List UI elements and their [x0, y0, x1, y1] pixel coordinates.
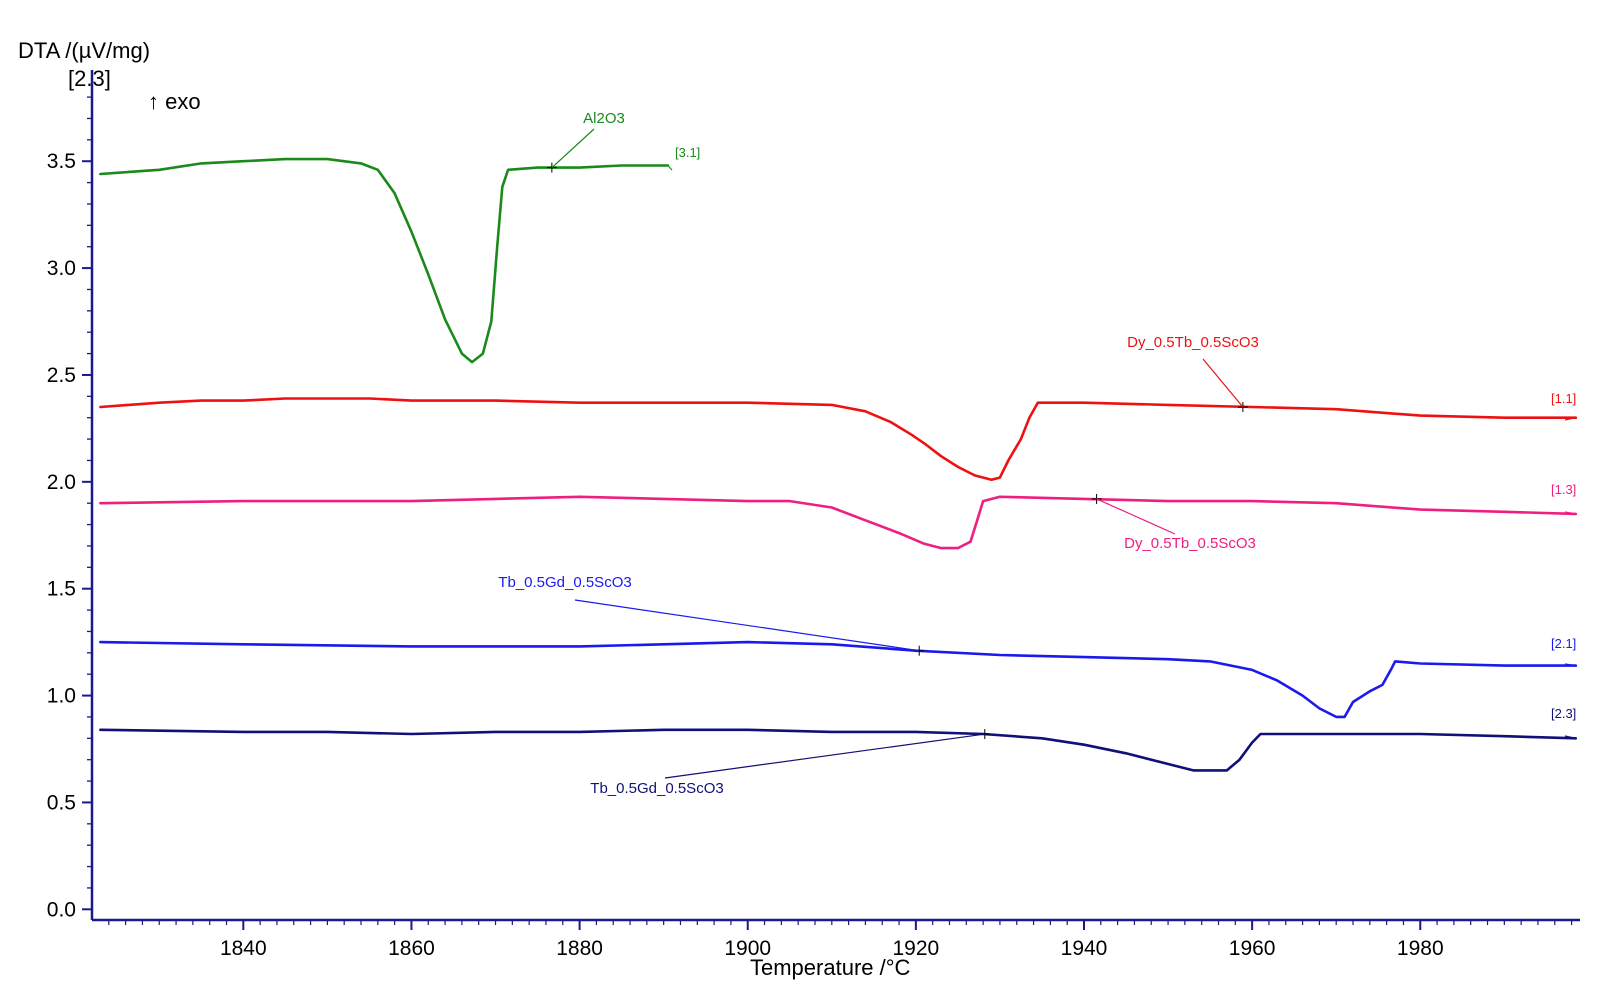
curve-id-label: [3.1] — [675, 145, 700, 160]
y-tick-label: 1.5 — [47, 578, 76, 601]
series-name-label: Tb_0.5Gd_0.5ScO3 — [498, 574, 631, 591]
x-tick-label: 1920 — [893, 937, 940, 960]
curve-id-connector — [1564, 663, 1576, 667]
series-name-label: Al2O3 — [583, 110, 625, 127]
x-axis-label: Temperature /°C — [750, 955, 911, 980]
y-tick-label: 2.5 — [47, 364, 76, 387]
callout-leader — [664, 733, 985, 779]
y-tick-label: 0.0 — [47, 898, 76, 921]
exo-direction-marker: ↑ exo — [148, 89, 201, 114]
x-tick-label: 1940 — [1061, 937, 1108, 960]
x-tick-label: 1880 — [556, 937, 603, 960]
x-tick-label: 1980 — [1397, 937, 1444, 960]
y-tick-label: 3.5 — [47, 150, 76, 173]
curve-id-connector — [1564, 417, 1576, 421]
series-name-label: Tb_0.5Gd_0.5ScO3 — [590, 780, 723, 797]
callout-leader — [551, 128, 595, 169]
curve-id-label: [2.1] — [1551, 636, 1576, 651]
callout-leader — [1096, 498, 1176, 535]
series-line-5 — [99, 728, 1578, 772]
curve-id-label: [2.3] — [1551, 706, 1576, 721]
series-line-2 — [99, 397, 1578, 481]
callout-leader — [1202, 358, 1244, 408]
x-tick-label: 1960 — [1229, 937, 1276, 960]
curve-id-connector — [667, 165, 673, 171]
y-axis-scale-tag: [2.3] — [68, 66, 111, 91]
series-line-1 — [99, 157, 670, 364]
curve-id-label: [1.1] — [1551, 391, 1576, 406]
y-tick-label: 1.0 — [47, 685, 76, 708]
curve-id-connector — [1564, 511, 1576, 515]
y-tick-label: 2.0 — [47, 471, 76, 494]
x-tick-label: 1840 — [220, 937, 267, 960]
curve-id-connector — [1564, 735, 1576, 739]
y-axis-label: DTA /(µV/mg) — [18, 38, 151, 63]
y-tick-label: 3.0 — [47, 257, 76, 280]
series-name-label: Dy_0.5Tb_0.5ScO3 — [1124, 535, 1256, 552]
series-line-3 — [99, 495, 1578, 550]
callout-leader — [574, 599, 920, 652]
y-tick-label: 0.5 — [47, 791, 76, 814]
series-name-label: Dy_0.5Tb_0.5ScO3 — [1127, 334, 1259, 351]
curve-id-label: [1.3] — [1551, 482, 1576, 497]
series-line-4 — [99, 640, 1578, 719]
x-tick-label: 1860 — [388, 937, 435, 960]
x-tick-label: 1900 — [724, 937, 771, 960]
